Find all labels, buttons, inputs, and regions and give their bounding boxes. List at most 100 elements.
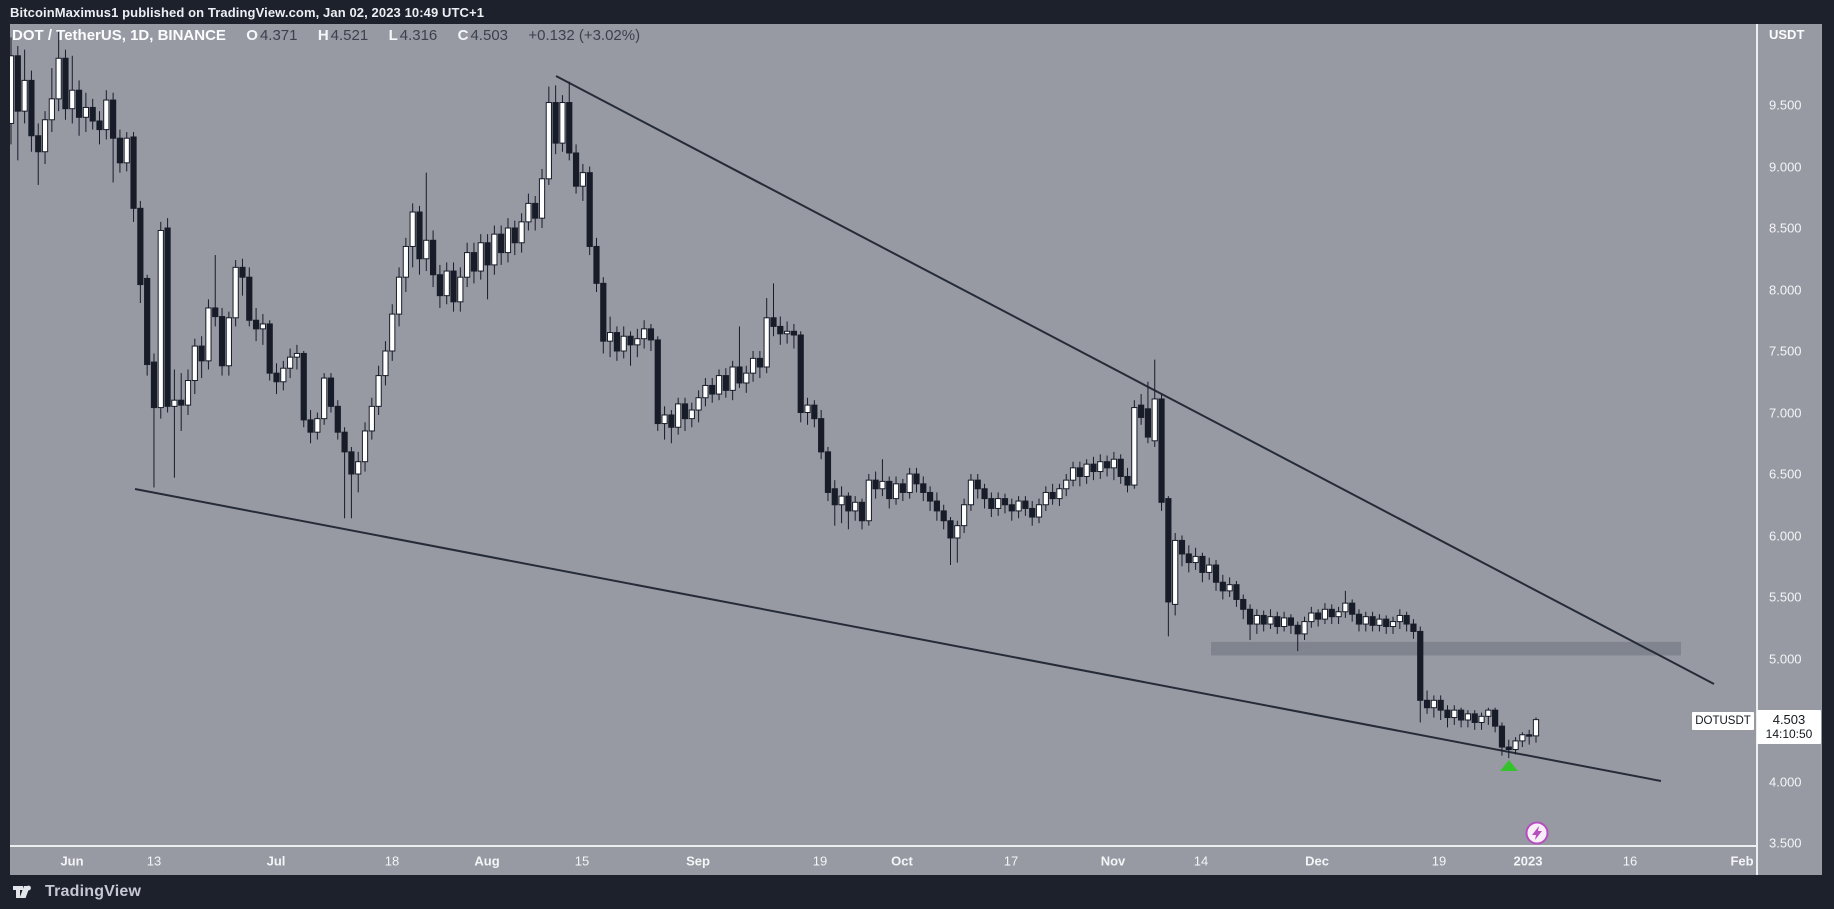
- candle-body-down: [593, 245, 600, 284]
- candle-body-up: [954, 525, 961, 539]
- upper-wedge-line[interactable]: [555, 75, 1715, 685]
- candle-body-down: [1417, 630, 1424, 701]
- candle-body-up: [1512, 740, 1519, 751]
- candle-body-down: [777, 325, 784, 335]
- candle-body-up: [389, 313, 396, 352]
- candle-body-up: [69, 89, 76, 110]
- candle-body-down: [429, 239, 437, 276]
- time-tick-label: 16: [1622, 853, 1638, 869]
- candle-body-down: [572, 152, 580, 187]
- candle-body-up: [171, 399, 178, 407]
- candle-body-down: [926, 491, 934, 502]
- candle-body-down: [1076, 467, 1083, 477]
- candle-body-up: [1035, 504, 1043, 518]
- time-tick-label: Aug: [474, 853, 500, 869]
- candle-body-up: [852, 501, 859, 512]
- candle-body-up: [1362, 616, 1369, 625]
- price-tick-label: 9.000: [1769, 159, 1802, 174]
- candle-body-down: [709, 384, 716, 395]
- candle-body-up: [205, 307, 212, 362]
- candle-body-up: [763, 317, 770, 368]
- candle-body-up: [675, 403, 682, 428]
- candle-body-down: [96, 120, 103, 131]
- candle-body-down: [28, 79, 35, 137]
- symbol-legend[interactable]: DOT / TetherUS, 1D, BINANCE O 4.371 H 4.52…: [12, 27, 642, 44]
- candle-body-up: [280, 367, 287, 383]
- candle-body-up: [1063, 479, 1070, 490]
- candle-body-down: [1437, 699, 1444, 711]
- candle-body-down: [1219, 581, 1226, 592]
- legend-close-letter: C: [457, 27, 469, 44]
- candle-body-down: [1049, 491, 1056, 500]
- candle-body-up: [184, 380, 192, 406]
- candle-body-up: [191, 345, 198, 382]
- candle-body-up: [1342, 602, 1349, 613]
- candle-body-down: [872, 479, 879, 490]
- candle-body-down: [647, 328, 655, 341]
- support-zone-rectangle[interactable]: [1211, 641, 1681, 656]
- candle-body-up: [232, 266, 239, 319]
- lightning-badge-icon[interactable]: [1525, 821, 1549, 845]
- chart-panel[interactable]: [10, 24, 1822, 875]
- candle-body-up: [409, 211, 416, 247]
- candle-body-up: [375, 375, 382, 407]
- candle-body-down: [736, 366, 743, 384]
- candle-body-up: [838, 495, 845, 506]
- candle-body-up: [1308, 612, 1315, 623]
- candle-body-up: [1280, 617, 1288, 628]
- candle-body-up: [641, 328, 648, 340]
- candle-body-up: [21, 79, 28, 112]
- candle-body-down: [246, 276, 253, 321]
- candle-body-down: [511, 227, 518, 244]
- time-axis[interactable]: Jun 13 Jul 18 Aug 15 Sep 19 Oct 17 Nov 14 Dec 19 2023 1…: [10, 845, 1756, 875]
- legend-change: +0.132 (+3.02%): [528, 27, 641, 44]
- candle-body-up: [423, 239, 430, 260]
- candle-body-up: [1206, 564, 1213, 573]
- candlestick-series: [10, 31, 1540, 759]
- candlestick-plot-area[interactable]: [10, 24, 1756, 845]
- candle-body-down: [1355, 613, 1363, 625]
- tradingview-logo-icon[interactable]: [12, 883, 36, 901]
- candle-body-down: [1423, 699, 1431, 709]
- last-price-value: 4.503: [1772, 712, 1806, 727]
- candle-body-down: [307, 419, 314, 433]
- candle-body-up: [368, 405, 375, 432]
- candle-body-down: [913, 473, 920, 485]
- candle-body-down: [1369, 616, 1376, 626]
- candle-body-down: [668, 414, 675, 428]
- candle-body-down: [1185, 553, 1192, 564]
- candle-body-up: [293, 352, 301, 358]
- candle-body-up: [123, 137, 130, 164]
- lower-wedge-line[interactable]: [134, 488, 1662, 782]
- candle-body-up: [995, 498, 1002, 509]
- buy-triangle-marker[interactable]: [1500, 760, 1518, 771]
- candle-body-up: [1335, 611, 1342, 618]
- candle-body-up: [1451, 709, 1458, 719]
- candle-body-down: [266, 323, 273, 374]
- candle-body-down: [1001, 498, 1009, 506]
- candle-body-down: [1138, 404, 1145, 418]
- price-axis[interactable]: USDT 9.500 9.000 8.500 8.000 7.500 7.000 6.500…: [1756, 24, 1822, 875]
- candle-body-down: [818, 418, 825, 453]
- time-tick-label: Oct: [891, 853, 913, 869]
- candle-body-up: [1083, 463, 1090, 477]
- candle-body-up: [477, 242, 484, 272]
- candle-body-down: [940, 510, 947, 522]
- candle-body-up: [1253, 614, 1260, 625]
- time-tick-label: Feb: [1730, 853, 1754, 869]
- candle-body-down: [1410, 623, 1417, 632]
- candle-body-down: [886, 480, 893, 500]
- candle-body-up: [1069, 467, 1077, 481]
- candle-body-up: [661, 414, 668, 425]
- candle-body-down: [1165, 498, 1172, 603]
- candle-body-down: [341, 431, 348, 453]
- candle-body-up: [1376, 618, 1383, 626]
- candle-body-down: [845, 495, 852, 512]
- candle-body-up: [361, 430, 369, 463]
- price-axis-currency: USDT: [1769, 27, 1805, 42]
- footer-brand-text[interactable]: TradingView: [45, 883, 142, 900]
- legend-low-value: 4.316: [399, 27, 438, 44]
- candle-body-up: [743, 372, 750, 384]
- candle-body-down: [150, 361, 158, 409]
